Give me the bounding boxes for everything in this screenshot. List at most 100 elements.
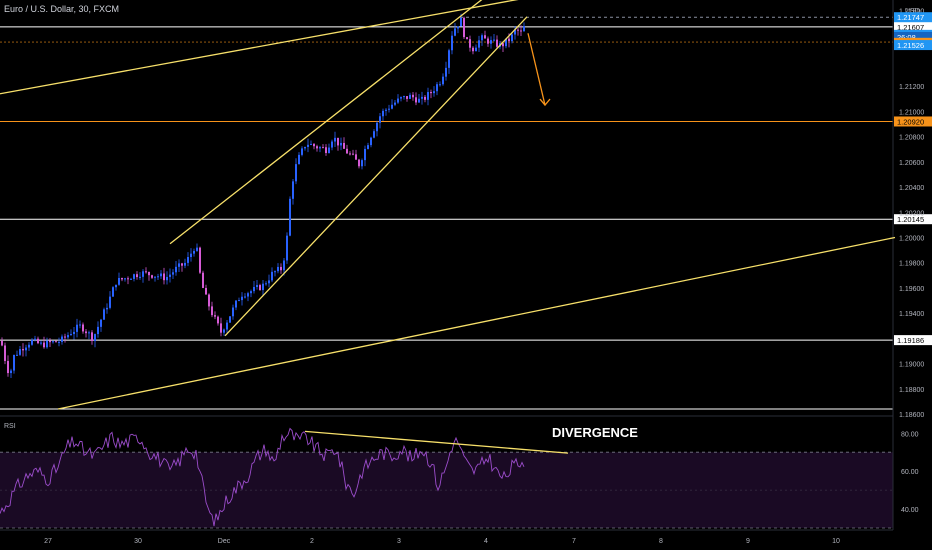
candle-bull	[451, 35, 453, 51]
candle-bull	[460, 17, 462, 27]
trendline[interactable]	[169, 0, 492, 245]
candle-bull	[289, 198, 291, 236]
candle-bull	[184, 262, 186, 266]
candle-bull	[190, 253, 192, 258]
price-tag-label: 1.21607	[897, 23, 924, 32]
price-axis-tick: 1.20400	[899, 185, 924, 192]
candle-bull	[403, 96, 405, 98]
candle-bear	[136, 274, 138, 278]
candle-bull	[304, 146, 306, 149]
candle-bull	[382, 110, 384, 117]
candle-bull	[262, 283, 264, 291]
candle-bull	[385, 109, 387, 111]
candle-bear	[355, 154, 357, 160]
trendline[interactable]	[57, 236, 896, 410]
candle-bear	[151, 275, 153, 278]
candle-bull	[388, 108, 390, 110]
candle-bear	[121, 277, 123, 280]
candle-bear	[463, 17, 465, 38]
candle-bear	[313, 143, 315, 147]
candle-bear	[205, 287, 207, 295]
currency-label: USD	[905, 8, 920, 15]
time-axis-tick: 30	[134, 538, 142, 545]
candle-bull	[88, 332, 90, 334]
price-tag-label: 1.20920	[897, 117, 924, 126]
candle-bear	[469, 39, 471, 48]
candle-bear	[358, 159, 360, 167]
price-axis-tick: 1.20200	[899, 210, 924, 217]
candle-bear	[211, 306, 213, 316]
candle-bear	[91, 332, 93, 342]
candle-bull	[103, 309, 105, 320]
candle-bull	[79, 324, 81, 326]
price-axis-tick: 1.18600	[899, 412, 924, 419]
price-tag-bg	[894, 32, 932, 42]
candle-bull	[523, 26, 525, 32]
candle-bull	[307, 144, 309, 147]
candle-bull	[256, 285, 258, 288]
candle-bull	[169, 274, 171, 277]
candle-bull	[433, 91, 435, 94]
price-axis-tick: 1.19400	[899, 311, 924, 318]
candle-bull	[439, 84, 441, 86]
candle-bull	[58, 341, 60, 343]
candle-bull	[364, 148, 366, 161]
candle-bull	[187, 257, 189, 263]
candle-bull	[235, 300, 237, 308]
candle-bull	[250, 291, 252, 294]
candle-bull	[301, 148, 303, 155]
candle-bear	[337, 137, 339, 146]
candle-bear	[148, 271, 150, 276]
time-axis-tick: 7	[572, 538, 576, 545]
symbol-title[interactable]: Euro / U.S. Dollar, 30, FXCM	[4, 4, 120, 14]
candle-bull	[232, 307, 234, 317]
price-axis-tick: 1.21000	[899, 109, 924, 116]
projection-arrow-head	[539, 98, 551, 107]
candle-bull	[379, 116, 381, 123]
candle-bull	[376, 122, 378, 132]
candle-bear	[316, 146, 318, 149]
candle-bull	[172, 272, 174, 275]
time-axis-tick: Dec	[218, 538, 231, 545]
price-tag-bg	[894, 40, 932, 51]
candle-bull	[175, 266, 177, 273]
candle-bull	[112, 287, 114, 297]
trendline[interactable]	[0, 0, 665, 95]
candle-bull	[493, 39, 495, 41]
candle-bull	[310, 143, 312, 145]
price-tag-label: 1.21526	[897, 41, 924, 50]
candle-bull	[331, 141, 333, 148]
candle-bull	[253, 287, 255, 292]
candle-bear	[346, 148, 348, 154]
candle-bull	[28, 344, 30, 348]
candle-bear	[64, 336, 66, 338]
candle-bull	[130, 278, 132, 280]
candle-bull	[244, 296, 246, 298]
candle-bull	[397, 98, 399, 103]
candle-bear	[7, 360, 9, 374]
candle-bull	[241, 296, 243, 301]
candle-bull	[394, 102, 396, 105]
rsi-axis-tick: 40.00	[901, 507, 919, 514]
candle-bull	[178, 263, 180, 267]
trendline[interactable]	[224, 16, 528, 337]
divergence-line[interactable]	[304, 430, 569, 454]
time-axis-tick: 3	[397, 538, 401, 545]
candle-bull	[115, 284, 117, 288]
candle-bull	[157, 276, 159, 278]
candle-bear	[259, 285, 261, 291]
price-axis-tick: 1.19600	[899, 286, 924, 293]
candle-bull	[283, 260, 285, 271]
candle-bear	[496, 39, 498, 47]
candle-bull	[124, 278, 126, 280]
candle-bear	[220, 323, 222, 333]
candle-bear	[163, 273, 165, 281]
candle-bear	[487, 38, 489, 44]
candle-bull	[73, 331, 75, 335]
candle-bull	[97, 326, 99, 335]
rsi-pane: RSI	[0, 423, 893, 529]
candle-bull	[247, 293, 249, 297]
candle-bear	[4, 345, 6, 361]
